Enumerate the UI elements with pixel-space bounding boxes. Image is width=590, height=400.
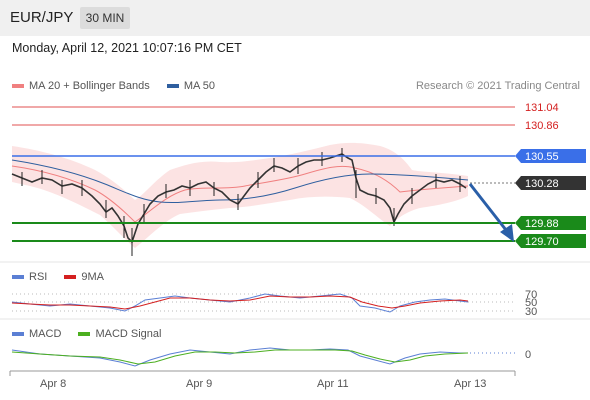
support2-label-box: 129.70 bbox=[515, 234, 586, 248]
9ma-legend-label: 9MA bbox=[81, 271, 105, 283]
ma50-line bbox=[11, 159, 469, 204]
rsi-level-30: 30 bbox=[525, 306, 537, 318]
rsi-line bbox=[11, 293, 469, 313]
candle-wicks bbox=[21, 148, 461, 256]
x-tick-apr9: Apr 9 bbox=[186, 378, 212, 390]
level-label-r1: 130.86 bbox=[525, 120, 559, 132]
macd-signal-swatch bbox=[78, 332, 91, 337]
rsi-legend: RSI 9MA bbox=[12, 271, 104, 283]
x-tick-apr8: Apr 8 bbox=[40, 378, 66, 390]
rsi-level-70: 70 bbox=[525, 289, 537, 301]
macd-level-0: 0 bbox=[525, 349, 531, 361]
rsi-level-50: 50 bbox=[525, 297, 537, 309]
timeframe-button[interactable]: 30 MIN bbox=[80, 7, 130, 29]
9ma-swatch bbox=[64, 275, 77, 280]
research-credit: Research © 2021 Trading Central bbox=[415, 80, 580, 92]
pivot-label-box: 130.55 bbox=[515, 149, 586, 163]
x-tick-apr11: Apr 11 bbox=[317, 378, 349, 390]
ma20-line bbox=[11, 165, 469, 223]
current-price-label-box: 130.28 bbox=[515, 176, 586, 190]
main-legend: MA 20 + Bollinger Bands MA 50 bbox=[12, 80, 215, 92]
level-label-s2: 129.70 bbox=[525, 236, 559, 248]
currency-pair-title: EUR/JPY bbox=[10, 9, 74, 26]
level-label-current: 130.28 bbox=[525, 178, 559, 190]
rsi-legend-label: RSI bbox=[29, 271, 48, 283]
bollinger-band bbox=[12, 142, 468, 248]
macd-signal-legend-label: MACD Signal bbox=[95, 328, 162, 340]
macd-legend: MACD MACD Signal bbox=[12, 328, 161, 340]
x-tick-apr13: Apr 13 bbox=[454, 378, 486, 390]
macd-legend-label: MACD bbox=[29, 328, 62, 340]
support1-label-box: 129.88 bbox=[515, 216, 586, 230]
ma50-legend-label: MA 50 bbox=[183, 80, 216, 92]
forecast-arrow-icon bbox=[468, 183, 514, 242]
level-label-pivot: 130.55 bbox=[525, 151, 559, 163]
chart-datetime: Monday, April 12, 2021 10:07:16 PM CET bbox=[12, 41, 242, 55]
level-label-s1: 129.88 bbox=[525, 218, 559, 230]
rsi-9ma-line bbox=[11, 295, 469, 310]
level-label-r2: 131.04 bbox=[525, 102, 559, 114]
price-candles bbox=[11, 153, 467, 244]
macd-signal-line bbox=[11, 349, 469, 365]
ma20-legend-label: MA 20 + Bollinger Bands bbox=[29, 80, 150, 92]
ma50-swatch bbox=[166, 84, 179, 89]
macd-line bbox=[11, 347, 468, 367]
ma20-swatch bbox=[12, 84, 24, 89]
macd-swatch bbox=[12, 332, 24, 337]
rsi-swatch bbox=[12, 275, 24, 280]
